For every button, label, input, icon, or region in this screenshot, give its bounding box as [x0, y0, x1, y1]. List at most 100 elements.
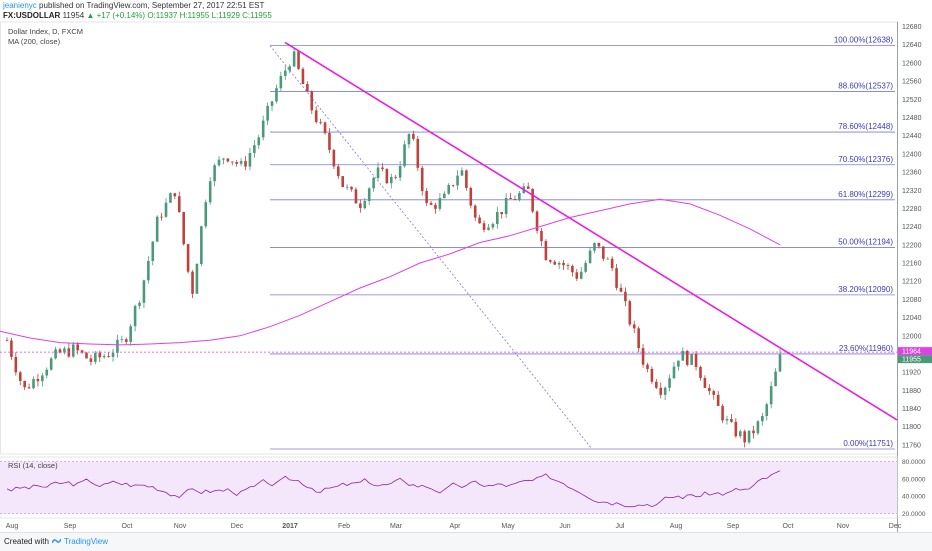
candle-body — [725, 418, 729, 421]
candle-body — [27, 387, 31, 389]
fib-level-label: 70.50%(12376) — [838, 155, 893, 164]
fib-level-label: 38.20%(12090) — [838, 285, 893, 294]
candle-body — [89, 358, 93, 362]
y-tick-label: 11760 — [902, 442, 921, 449]
candle-body — [434, 204, 437, 209]
candle-body — [288, 66, 291, 71]
candle-body — [283, 70, 287, 76]
candle-body — [217, 159, 221, 166]
y-tick-label: 11880 — [902, 388, 921, 395]
candle-body — [275, 88, 278, 102]
author-link[interactable]: jeanienyc — [3, 1, 37, 10]
candle-body — [637, 328, 640, 349]
candle-body — [102, 356, 106, 358]
candle-body — [716, 394, 720, 406]
legend-ma: MA (200, close) — [8, 37, 61, 46]
candle-body — [257, 137, 261, 146]
candle-body — [18, 372, 22, 381]
candle-body — [438, 198, 442, 209]
candle-body — [482, 223, 486, 230]
candle-body — [500, 211, 504, 215]
x-tick-label: Dec — [889, 523, 902, 530]
candle-body — [204, 202, 208, 227]
candle-body — [646, 364, 649, 369]
candle-body — [381, 167, 384, 170]
x-tick-label: Nov — [174, 523, 187, 530]
rsi-tick-label: 80.0000 — [902, 459, 926, 466]
rsi-line — [6, 470, 781, 508]
x-tick-label: Feb — [338, 523, 350, 530]
candle-body — [730, 418, 733, 422]
candle-body — [420, 167, 424, 192]
candle-body — [553, 261, 557, 265]
candle-body — [531, 188, 534, 212]
candle-body — [367, 188, 371, 202]
published-text: published on TradingView.com, September … — [39, 1, 265, 10]
x-tick-label: Mar — [390, 523, 403, 530]
tradingview-brand[interactable]: TradingView — [64, 537, 109, 546]
price-tag — [898, 355, 932, 364]
candle-body — [738, 431, 742, 437]
x-tick-label: Oct — [122, 523, 133, 530]
candle-body — [526, 186, 530, 189]
candle-body — [579, 271, 583, 279]
candle-body — [632, 324, 636, 329]
y-tick-label: 12000 — [902, 333, 922, 340]
candle-body — [306, 84, 309, 92]
candle-body — [200, 226, 203, 264]
candle-body — [177, 196, 181, 213]
price-chart[interactable]: 100.00%(12638) 88.60%(12537) 78.60%(12448)… — [0, 0, 932, 532]
plot-frame — [0, 21, 898, 455]
x-tick-label: Sep — [64, 523, 77, 530]
candle-body — [248, 152, 252, 167]
y-tick-label: 12160 — [902, 261, 922, 268]
candle-body — [690, 353, 693, 365]
candle-body — [602, 246, 605, 259]
candle-body — [778, 354, 782, 372]
candle-body — [765, 404, 769, 417]
candle-body — [341, 176, 345, 187]
candle-body — [451, 184, 455, 186]
candle-body — [429, 202, 433, 205]
candle-body — [566, 265, 570, 266]
fib-level-label: 0.00%(11751) — [843, 439, 893, 448]
y-tick-label: 11920 — [902, 370, 921, 377]
candle-body — [624, 291, 627, 302]
candle-body — [557, 262, 561, 265]
candle-body — [593, 242, 596, 251]
x-tick-label: Jun — [559, 523, 570, 530]
candle-body — [376, 167, 380, 178]
y-tick-label: 11840 — [902, 406, 921, 413]
candle-body — [606, 258, 610, 260]
candle-body — [619, 287, 623, 292]
candle-body — [540, 230, 543, 242]
candle-body — [535, 211, 539, 231]
candle-body — [677, 360, 680, 367]
candle-body — [403, 144, 406, 167]
symbol: FX:USDOLLAR — [3, 11, 61, 20]
candle-body — [230, 161, 234, 163]
change: +17 (+0.14%) — [96, 11, 146, 20]
open-value: O:11937 — [147, 11, 178, 20]
candle-body — [164, 202, 168, 217]
x-tick-label: Aug — [670, 523, 683, 530]
candle-body — [173, 193, 177, 197]
candle-body — [350, 186, 353, 190]
candle-body — [584, 262, 587, 272]
candle-body — [261, 120, 265, 138]
candle-body — [575, 272, 579, 279]
candle-body — [747, 430, 751, 443]
candle-body — [124, 339, 128, 342]
candle-body — [129, 326, 132, 342]
up-arrow-icon: ▲ — [86, 11, 95, 20]
candle-body — [761, 416, 764, 422]
candle-body — [398, 166, 402, 178]
candle-body — [655, 381, 658, 388]
candle-body — [663, 387, 667, 395]
x-tick-label: Nov — [837, 523, 850, 530]
fib-level-label: 100.00%(12638) — [834, 36, 893, 45]
candle-body — [615, 268, 618, 288]
candle-body — [292, 51, 296, 67]
x-tick-label: 2017 — [282, 523, 298, 530]
price-tag-label: 11964 — [902, 348, 921, 355]
